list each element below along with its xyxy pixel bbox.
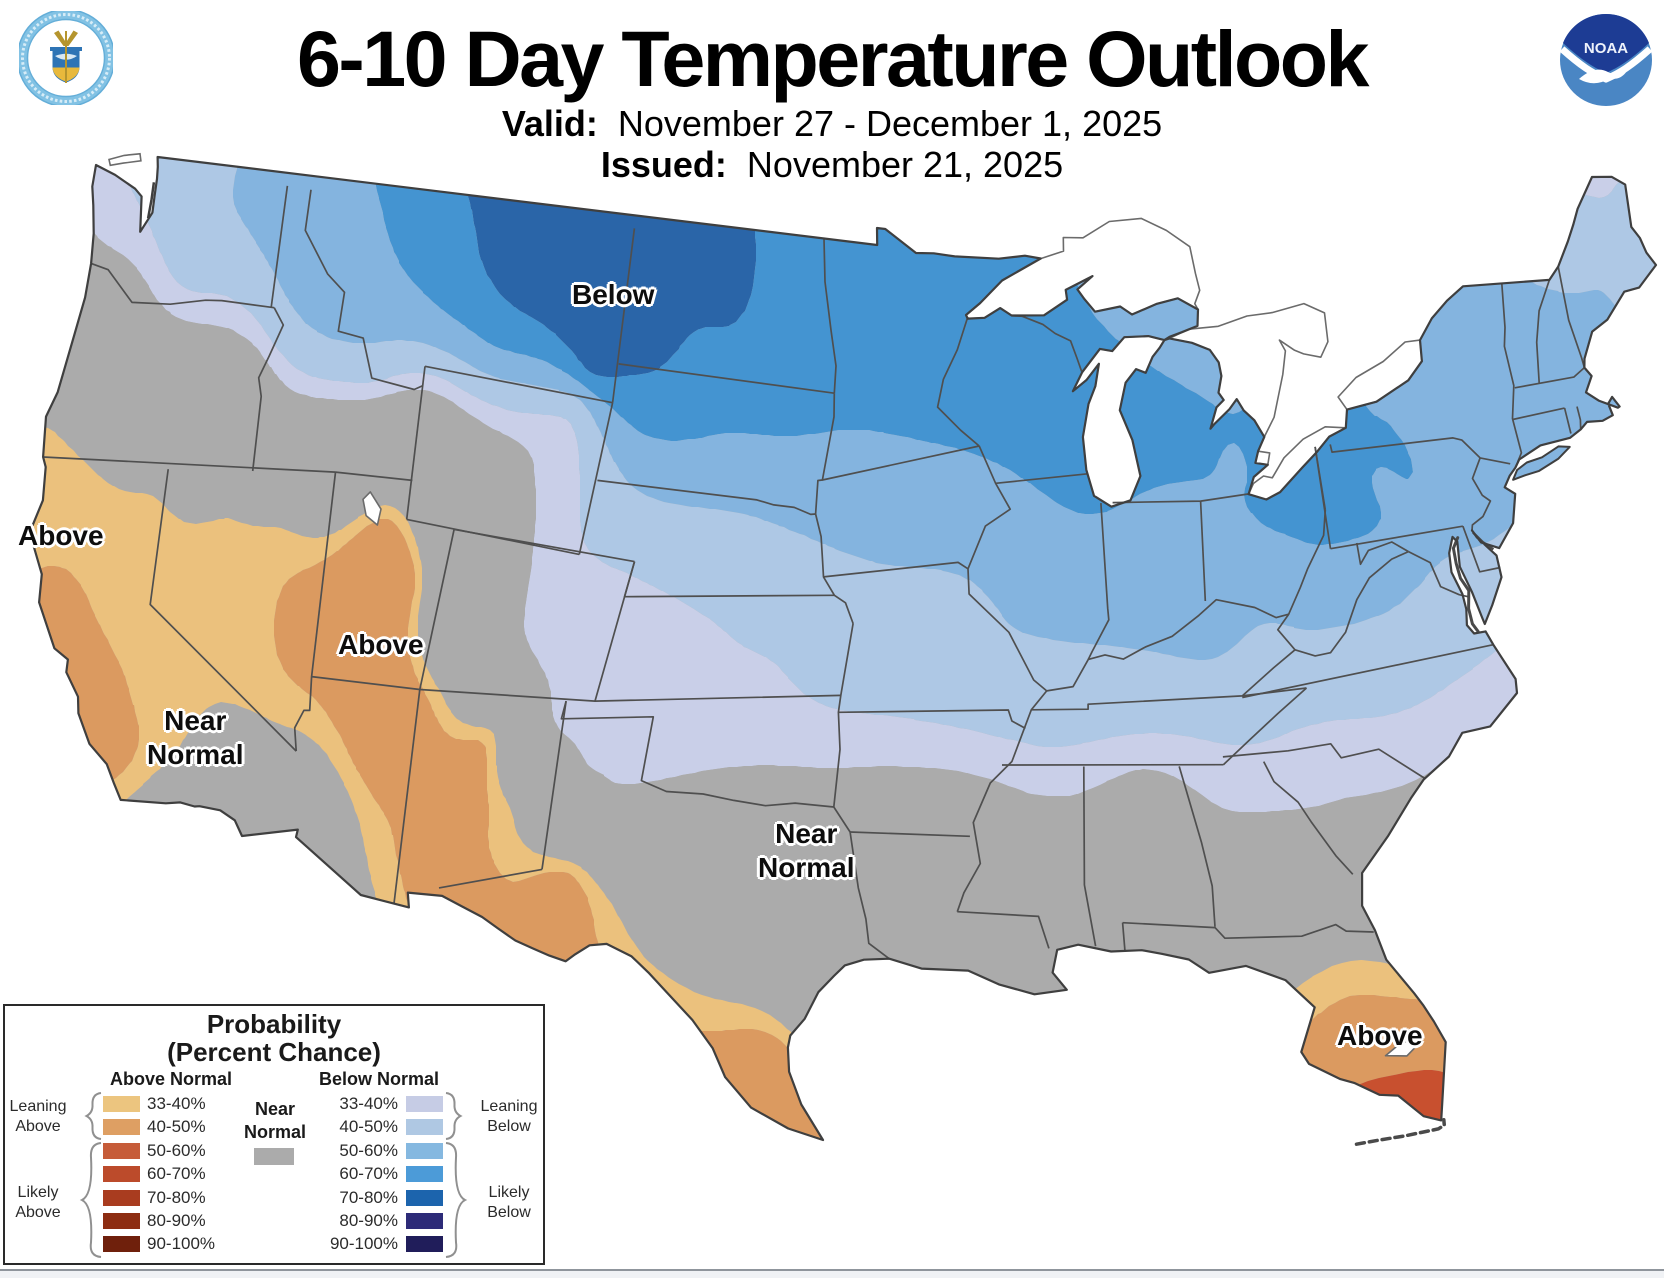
svg-text:NOAA: NOAA [1584,40,1628,57]
